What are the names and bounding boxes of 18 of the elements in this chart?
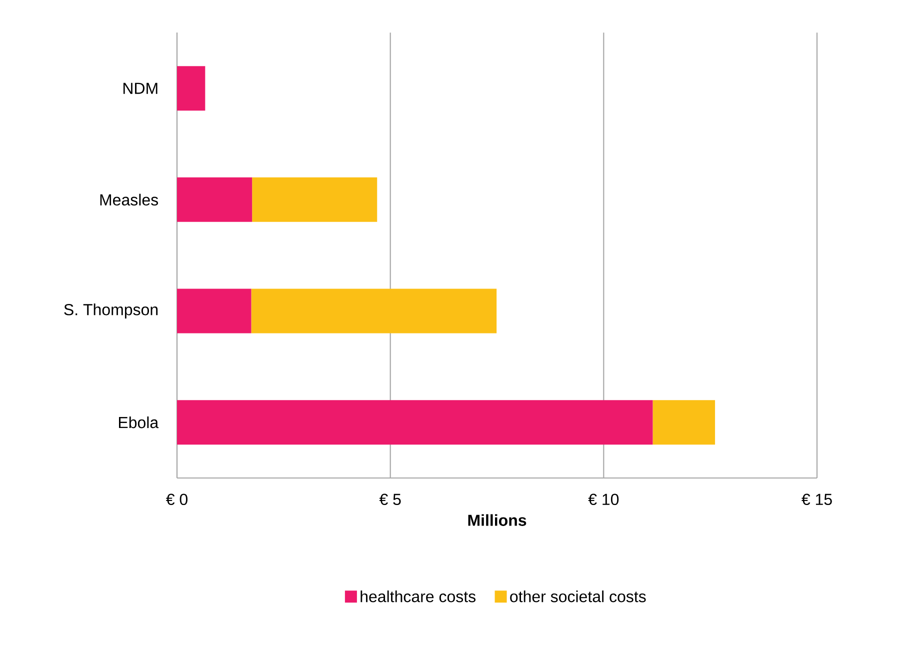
bar bbox=[251, 288, 497, 334]
legend-label: other societal costs bbox=[510, 590, 646, 602]
y-tick-label: S. Thompson bbox=[64, 304, 158, 318]
x-tick-label: € 15 bbox=[802, 494, 832, 506]
x-tick-label: € 5 bbox=[379, 494, 401, 506]
y-tick-label: Measles bbox=[100, 194, 158, 206]
bar bbox=[252, 177, 378, 222]
bar bbox=[177, 288, 252, 334]
bar bbox=[177, 66, 206, 111]
bar bbox=[177, 177, 252, 222]
x-tick-label: € 10 bbox=[588, 494, 619, 506]
bar bbox=[652, 400, 716, 445]
y-tick-label: Ebola bbox=[118, 416, 159, 428]
bar bbox=[177, 400, 653, 445]
x-axis-title: Millions bbox=[468, 514, 526, 526]
x-tick-label: € 0 bbox=[166, 494, 188, 506]
legend-label: healthcare costs bbox=[360, 590, 476, 602]
y-tick-label: NDM bbox=[123, 82, 158, 94]
